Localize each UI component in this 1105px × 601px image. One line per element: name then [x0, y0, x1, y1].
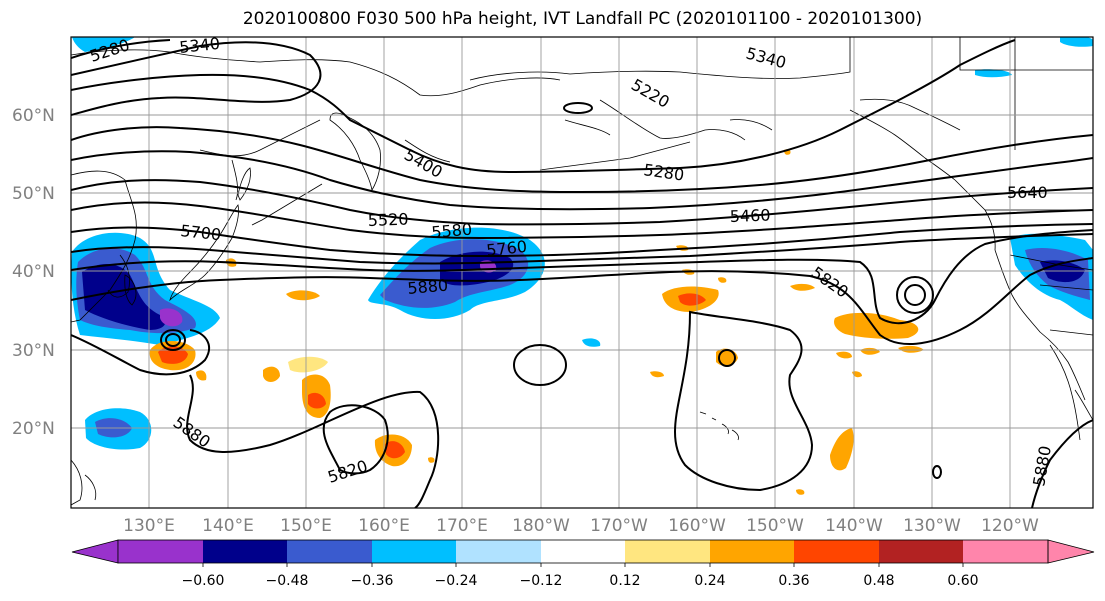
- contour-label: 5520: [367, 210, 408, 230]
- colorbar-tick: 0.12: [609, 573, 640, 589]
- colorbar: −0.60 −0.48 −0.36 −0.24 −0.12 0.12 0.24 …: [71, 539, 1095, 589]
- lon-label: 150°W: [746, 516, 804, 536]
- colorbar-tick: 0.36: [778, 573, 809, 589]
- colorbar-swatch: [372, 540, 456, 563]
- map-panel: 5280 5340 5340 5220 5400 5280 5640 5520 …: [71, 34, 1093, 508]
- colorbar-tick: −0.24: [435, 573, 478, 589]
- colorbar-swatch: [118, 540, 203, 563]
- colorbar-swatch: [879, 540, 963, 563]
- lat-label: 60°N: [12, 106, 55, 126]
- lat-label: 50°N: [12, 184, 55, 204]
- contour-label: 5640: [1007, 183, 1048, 202]
- longitude-labels: 130°E 140°E 150°E 160°E 170°E 180°W 170°…: [123, 516, 1039, 536]
- lat-label: 30°N: [12, 341, 55, 361]
- lon-label: 170°W: [590, 516, 648, 536]
- colorbar-extend-high: [1047, 539, 1095, 564]
- colorbar-swatch: [794, 540, 879, 563]
- colorbar-tick: −0.36: [351, 573, 394, 589]
- lon-label: 140°E: [202, 516, 254, 536]
- map-frame: [70, 36, 1094, 509]
- positive-anomaly-regions: [149, 149, 924, 495]
- colorbar-swatch: [710, 540, 794, 563]
- colorbar-swatch: [456, 540, 541, 563]
- graticule: [71, 37, 1093, 508]
- colorbar-tick: 0.48: [863, 573, 894, 589]
- colorbar-swatch: [541, 540, 625, 563]
- colorbar-swatch: [625, 540, 710, 563]
- lon-label: 180°W: [512, 516, 570, 536]
- lon-label: 120°W: [981, 516, 1039, 536]
- lon-label: 140°W: [825, 516, 883, 536]
- colorbar-swatch: [963, 540, 1048, 563]
- colorbar-tick: 0.60: [947, 573, 978, 589]
- lon-label: 150°E: [280, 516, 332, 536]
- lat-label: 20°N: [12, 419, 55, 439]
- lon-label: 160°E: [358, 516, 410, 536]
- colorbar-tick: −0.12: [520, 573, 563, 589]
- colorbar-tick: 0.24: [694, 573, 725, 589]
- colorbar-tick: −0.48: [266, 573, 309, 589]
- colorbar-swatch: [203, 540, 287, 563]
- map-title: 2020100800 F030 500 hPa height, IVT Land…: [242, 9, 923, 29]
- lon-label: 130°W: [903, 516, 961, 536]
- latitude-labels: 60°N 50°N 40°N 30°N 20°N: [12, 106, 55, 439]
- contour-label: 5880: [407, 276, 449, 298]
- lat-label: 40°N: [12, 262, 55, 282]
- lon-label: 170°E: [436, 516, 488, 536]
- height-contours: [71, 39, 1093, 508]
- contour-label: 5580: [431, 220, 473, 242]
- colorbar-swatch: [287, 540, 372, 563]
- contour-label: 5700: [180, 221, 222, 244]
- negative-anomaly-regions: [71, 37, 1093, 450]
- lon-label: 160°W: [668, 516, 726, 536]
- contour-label: 5760: [485, 237, 527, 260]
- contour-label: 5340: [178, 34, 220, 57]
- colorbar-extend-low: [71, 539, 119, 564]
- contour-label: 5460: [729, 206, 770, 226]
- colorbar-tick: −0.60: [182, 573, 225, 589]
- lon-label: 130°E: [123, 516, 175, 536]
